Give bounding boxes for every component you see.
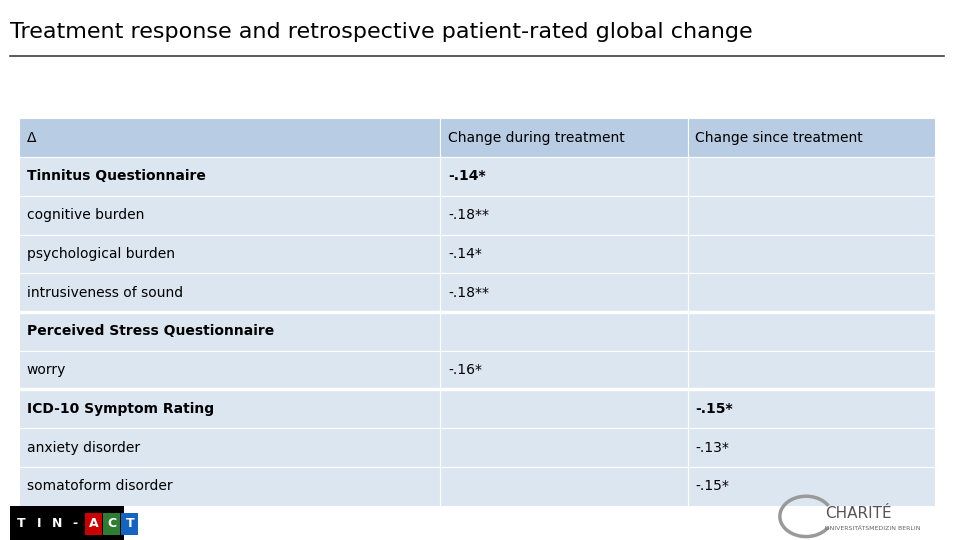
FancyBboxPatch shape <box>19 312 441 350</box>
Text: I: I <box>36 517 41 530</box>
Text: psychological burden: psychological burden <box>27 247 175 261</box>
FancyBboxPatch shape <box>441 157 687 196</box>
Text: cognitive burden: cognitive burden <box>27 208 144 222</box>
FancyBboxPatch shape <box>687 350 935 389</box>
FancyBboxPatch shape <box>441 196 687 234</box>
Text: -.14*: -.14* <box>448 247 482 261</box>
FancyBboxPatch shape <box>687 389 935 428</box>
Text: -.15*: -.15* <box>695 402 732 416</box>
FancyBboxPatch shape <box>441 312 687 350</box>
Text: T: T <box>126 517 134 530</box>
Text: T: T <box>16 517 25 530</box>
Text: somatoform disorder: somatoform disorder <box>27 480 173 493</box>
Text: Change since treatment: Change since treatment <box>695 131 863 145</box>
FancyBboxPatch shape <box>19 273 441 312</box>
FancyBboxPatch shape <box>687 428 935 467</box>
FancyBboxPatch shape <box>441 273 687 312</box>
FancyBboxPatch shape <box>19 350 441 389</box>
Text: -.13*: -.13* <box>695 441 729 455</box>
Text: anxiety disorder: anxiety disorder <box>27 441 140 455</box>
Text: -.18**: -.18** <box>448 286 489 300</box>
FancyBboxPatch shape <box>687 273 935 312</box>
FancyBboxPatch shape <box>441 428 687 467</box>
FancyBboxPatch shape <box>441 350 687 389</box>
FancyBboxPatch shape <box>687 196 935 234</box>
Text: -.14*: -.14* <box>448 170 486 184</box>
Text: N: N <box>52 517 62 530</box>
Text: A: A <box>88 517 98 530</box>
Text: -.16*: -.16* <box>448 363 482 377</box>
Text: intrusiveness of sound: intrusiveness of sound <box>27 286 182 300</box>
FancyBboxPatch shape <box>103 514 120 535</box>
FancyBboxPatch shape <box>19 428 441 467</box>
Text: worry: worry <box>27 363 66 377</box>
Text: -.18**: -.18** <box>448 208 489 222</box>
Text: -: - <box>73 517 78 530</box>
Text: Tinnitus Questionnaire: Tinnitus Questionnaire <box>27 170 205 184</box>
Text: Change during treatment: Change during treatment <box>448 131 625 145</box>
Text: Δ: Δ <box>27 131 36 145</box>
FancyBboxPatch shape <box>687 312 935 350</box>
Text: UNIVERSITÄTSMEDIZIN BERLIN: UNIVERSITÄTSMEDIZIN BERLIN <box>826 526 921 531</box>
FancyBboxPatch shape <box>19 389 441 428</box>
FancyBboxPatch shape <box>687 467 935 505</box>
FancyBboxPatch shape <box>441 389 687 428</box>
Text: -.15*: -.15* <box>695 480 729 493</box>
FancyBboxPatch shape <box>10 505 124 540</box>
FancyBboxPatch shape <box>121 514 138 535</box>
Text: C: C <box>108 517 116 530</box>
Text: CHARITÉ: CHARITÉ <box>826 506 892 521</box>
FancyBboxPatch shape <box>19 157 441 196</box>
FancyBboxPatch shape <box>84 514 102 535</box>
FancyBboxPatch shape <box>19 118 441 157</box>
FancyBboxPatch shape <box>687 118 935 157</box>
Text: Treatment response and retrospective patient-rated global change: Treatment response and retrospective pat… <box>10 22 753 42</box>
FancyBboxPatch shape <box>19 467 441 505</box>
FancyBboxPatch shape <box>441 118 687 157</box>
Text: Perceived Stress Questionnaire: Perceived Stress Questionnaire <box>27 325 274 339</box>
FancyBboxPatch shape <box>19 234 441 273</box>
FancyBboxPatch shape <box>441 467 687 505</box>
FancyBboxPatch shape <box>687 157 935 196</box>
FancyBboxPatch shape <box>19 196 441 234</box>
FancyBboxPatch shape <box>441 234 687 273</box>
Text: ICD-10 Symptom Rating: ICD-10 Symptom Rating <box>27 402 214 416</box>
FancyBboxPatch shape <box>687 234 935 273</box>
